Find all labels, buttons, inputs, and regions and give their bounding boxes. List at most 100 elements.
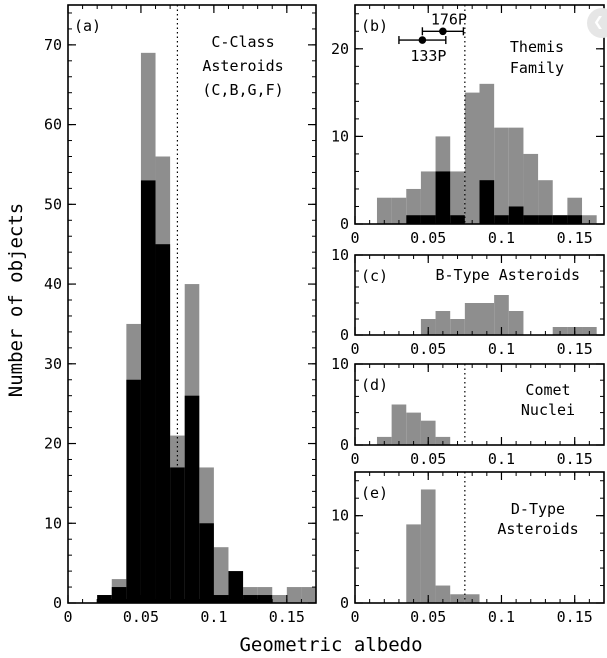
histogram-bar-gray [406, 524, 421, 603]
x-tick-label: 0.15 [557, 608, 593, 626]
panel-letter: (d) [361, 376, 388, 394]
panel-letter: (a) [74, 17, 101, 35]
histogram-bar-gray [464, 594, 480, 603]
histogram-bar-gray [435, 436, 451, 445]
x-tick-label: 0.1 [200, 608, 227, 626]
x-tick-label: 0.05 [410, 229, 446, 247]
x-tick-label: 0.05 [410, 450, 446, 468]
corner-button[interactable]: ❮ [587, 8, 607, 38]
histogram-bar-gray [301, 587, 316, 603]
panel-label-line: Nuclei [521, 401, 575, 419]
panel-letter: (e) [361, 484, 388, 502]
panel-label-line: Themis [510, 38, 564, 56]
histogram-bar-gray [420, 420, 436, 445]
x-tick-label: 0.05 [123, 608, 159, 626]
comet-point-label: 176P [431, 10, 467, 28]
chevron-left-icon: ❮ [593, 15, 604, 30]
histogram-bar-gray [494, 295, 509, 335]
x-tick-label: 0.05 [410, 340, 446, 358]
y-tick-label: 70 [44, 36, 62, 54]
y-tick-label: 10 [44, 514, 62, 532]
histogram-bar-gray [464, 92, 480, 224]
panel-label-line: Asteroids [497, 520, 578, 538]
histogram-bar-gray [435, 311, 451, 335]
panel-frame [354, 363, 605, 446]
histogram-bar-gray [479, 303, 495, 335]
histogram-bar-black [435, 171, 451, 224]
histogram-bar-black [450, 215, 465, 224]
histogram-bar-gray [391, 197, 407, 224]
y-tick-label: 10 [331, 355, 349, 373]
x-tick-label: 0.1 [488, 608, 515, 626]
panel-frame [354, 471, 605, 604]
histogram-bar-gray [450, 594, 465, 603]
histogram-bar-black [199, 523, 214, 603]
y-tick-label: 20 [44, 435, 62, 453]
y-axis-title: Number of objects [5, 203, 27, 397]
histogram-bar-gray [420, 171, 436, 224]
x-tick-label: 0 [350, 229, 359, 247]
histogram-bar-black [228, 571, 244, 603]
x-tick-label: 0.05 [410, 608, 446, 626]
histogram-bar-gray [494, 127, 509, 224]
x-tick-label: 0 [350, 608, 359, 626]
histogram-bar-gray [450, 171, 465, 224]
histogram-bar-gray [406, 412, 421, 445]
histogram-bar-gray [538, 180, 553, 224]
histogram-bar-gray [450, 319, 465, 335]
y-tick-label: 0 [340, 215, 349, 233]
histogram-bar-black [111, 587, 127, 603]
histogram-bar-gray [272, 595, 287, 603]
histogram-bar-gray [420, 489, 436, 603]
x-tick-label: 0.15 [557, 450, 593, 468]
y-tick-label: 30 [44, 355, 62, 373]
panel-label-line: Asteroids [202, 57, 283, 75]
panel-label-line: Family [510, 59, 564, 77]
x-tick-label: 0.15 [557, 229, 593, 247]
panel-frame [354, 4, 605, 225]
panel-label-line: D-Type [511, 500, 565, 518]
histogram-bar-black [140, 180, 156, 603]
y-tick-label: 50 [44, 195, 62, 213]
panel-label-line: B-Type Asteroids [436, 266, 581, 284]
histogram-bar-black [184, 395, 200, 603]
histogram-bar-gray [286, 587, 302, 603]
x-tick-label: 0.1 [488, 229, 515, 247]
histogram-bar-black [213, 595, 229, 603]
y-tick-label: 0 [340, 436, 349, 454]
x-tick-label: 0.15 [557, 340, 593, 358]
comet-data-point [439, 27, 447, 36]
y-tick-label: 40 [44, 275, 62, 293]
histogram-bar-black [257, 595, 273, 603]
histogram-bar-gray [391, 404, 407, 445]
histogram-bar-gray [582, 215, 597, 224]
histogram-bar-gray [508, 311, 524, 335]
histogram-bar-black [406, 215, 421, 224]
y-tick-label: 0 [340, 594, 349, 612]
histogram-bar-gray [508, 127, 524, 224]
x-tick-label: 0.1 [488, 450, 515, 468]
panel-letter: (b) [361, 17, 388, 35]
x-tick-label: 0 [350, 340, 359, 358]
histogram-bar-gray [376, 197, 392, 224]
histogram-bar-gray [376, 436, 392, 445]
histogram-bar-gray [464, 303, 480, 335]
comet-point-label: 133P [410, 47, 446, 65]
histogram-bar-black [523, 215, 539, 224]
panel-label-line: (C,B,G,F) [202, 81, 283, 99]
y-tick-label: 10 [331, 127, 349, 145]
histogram-bar-black [155, 244, 171, 603]
histogram-bar-black [97, 595, 112, 603]
histogram-bar-gray [523, 153, 539, 224]
panel-frame [354, 254, 605, 336]
histogram-bar-black [552, 215, 568, 224]
panel-frame [67, 4, 317, 604]
y-tick-label: 20 [331, 40, 349, 58]
histogram-bar-black [170, 467, 185, 603]
histogram-bar-black [479, 180, 495, 224]
comet-data-point [418, 36, 427, 44]
x-tick-label: 0 [63, 608, 72, 626]
histogram-bar-black [126, 379, 141, 603]
histogram-bar-black [538, 215, 553, 224]
